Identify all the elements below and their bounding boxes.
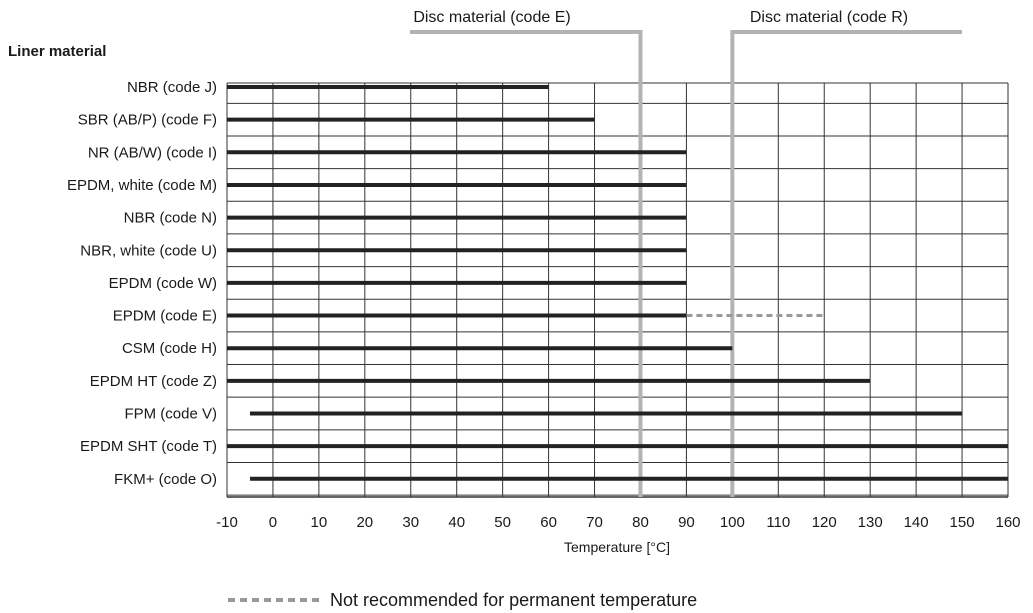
section-title: Liner material [8, 43, 106, 60]
row-label-9: EPDM HT (code Z) [90, 373, 217, 390]
x-tick-label-9: 80 [632, 514, 649, 531]
x-tick-label-2: 10 [311, 514, 328, 531]
x-tick-label-1: 0 [269, 514, 277, 531]
x-tick-label-12: 110 [766, 514, 790, 531]
x-tick-label-13: 120 [812, 514, 837, 531]
disc-marker-label-0: Disc material (code E) [413, 9, 570, 26]
x-tick-label-5: 40 [448, 514, 465, 531]
disc-material-markers: Disc material (code E) Disc material (cod… [410, 9, 962, 497]
legend: Not recommended for permanent temperatur… [228, 590, 697, 610]
x-tick-label-14: 130 [858, 514, 883, 531]
row-label-7: EPDM (code E) [113, 308, 217, 325]
row-label-1: SBR (AB/P) (code F) [78, 112, 217, 129]
x-tick-label-15: 140 [904, 514, 929, 531]
x-tick-label-11: 100 [720, 514, 745, 531]
disc-marker-line-0 [410, 30, 643, 497]
x-tick-label-4: 30 [402, 514, 419, 531]
x-tick-label-8: 70 [586, 514, 603, 531]
row-label-0: NBR (code J) [127, 79, 217, 96]
disc-marker-label-1: Disc material (code R) [750, 9, 908, 26]
row-label-12: FKM+ (code O) [114, 471, 217, 488]
row-label-2: NR (AB/W) (code I) [88, 144, 217, 161]
x-axis-title: Temperature [°C] [564, 539, 670, 555]
x-tick-label-0: -10 [216, 514, 238, 531]
x-tick-label-6: 50 [494, 514, 511, 531]
row-label-8: CSM (code H) [122, 340, 217, 357]
row-labels: NBR (code J) SBR (AB/P) (code F) NR (AB/W)… [67, 79, 217, 488]
disc-marker-line-1 [730, 30, 962, 497]
x-tick-labels: -10 0 10 20 30 40 50 60 70 80 90 100 110 120 130 140 150… [216, 514, 1020, 531]
x-tick-label-3: 20 [356, 514, 373, 531]
row-label-4: NBR (code N) [124, 210, 217, 227]
x-tick-label-10: 90 [678, 514, 695, 531]
range-bars [227, 85, 1008, 481]
legend-label: Not recommended for permanent temperatur… [330, 590, 697, 610]
row-label-3: EPDM, white (code M) [67, 177, 217, 194]
row-label-6: EPDM (code W) [109, 275, 217, 292]
row-label-11: EPDM SHT (code T) [80, 438, 217, 455]
x-tick-label-17: 160 [995, 514, 1020, 531]
x-tick-label-16: 150 [950, 514, 975, 531]
row-label-5: NBR, white (code U) [80, 242, 217, 259]
grid [226, 82, 1009, 498]
x-tick-label-7: 60 [540, 514, 557, 531]
row-label-10: FPM (code V) [124, 406, 217, 423]
